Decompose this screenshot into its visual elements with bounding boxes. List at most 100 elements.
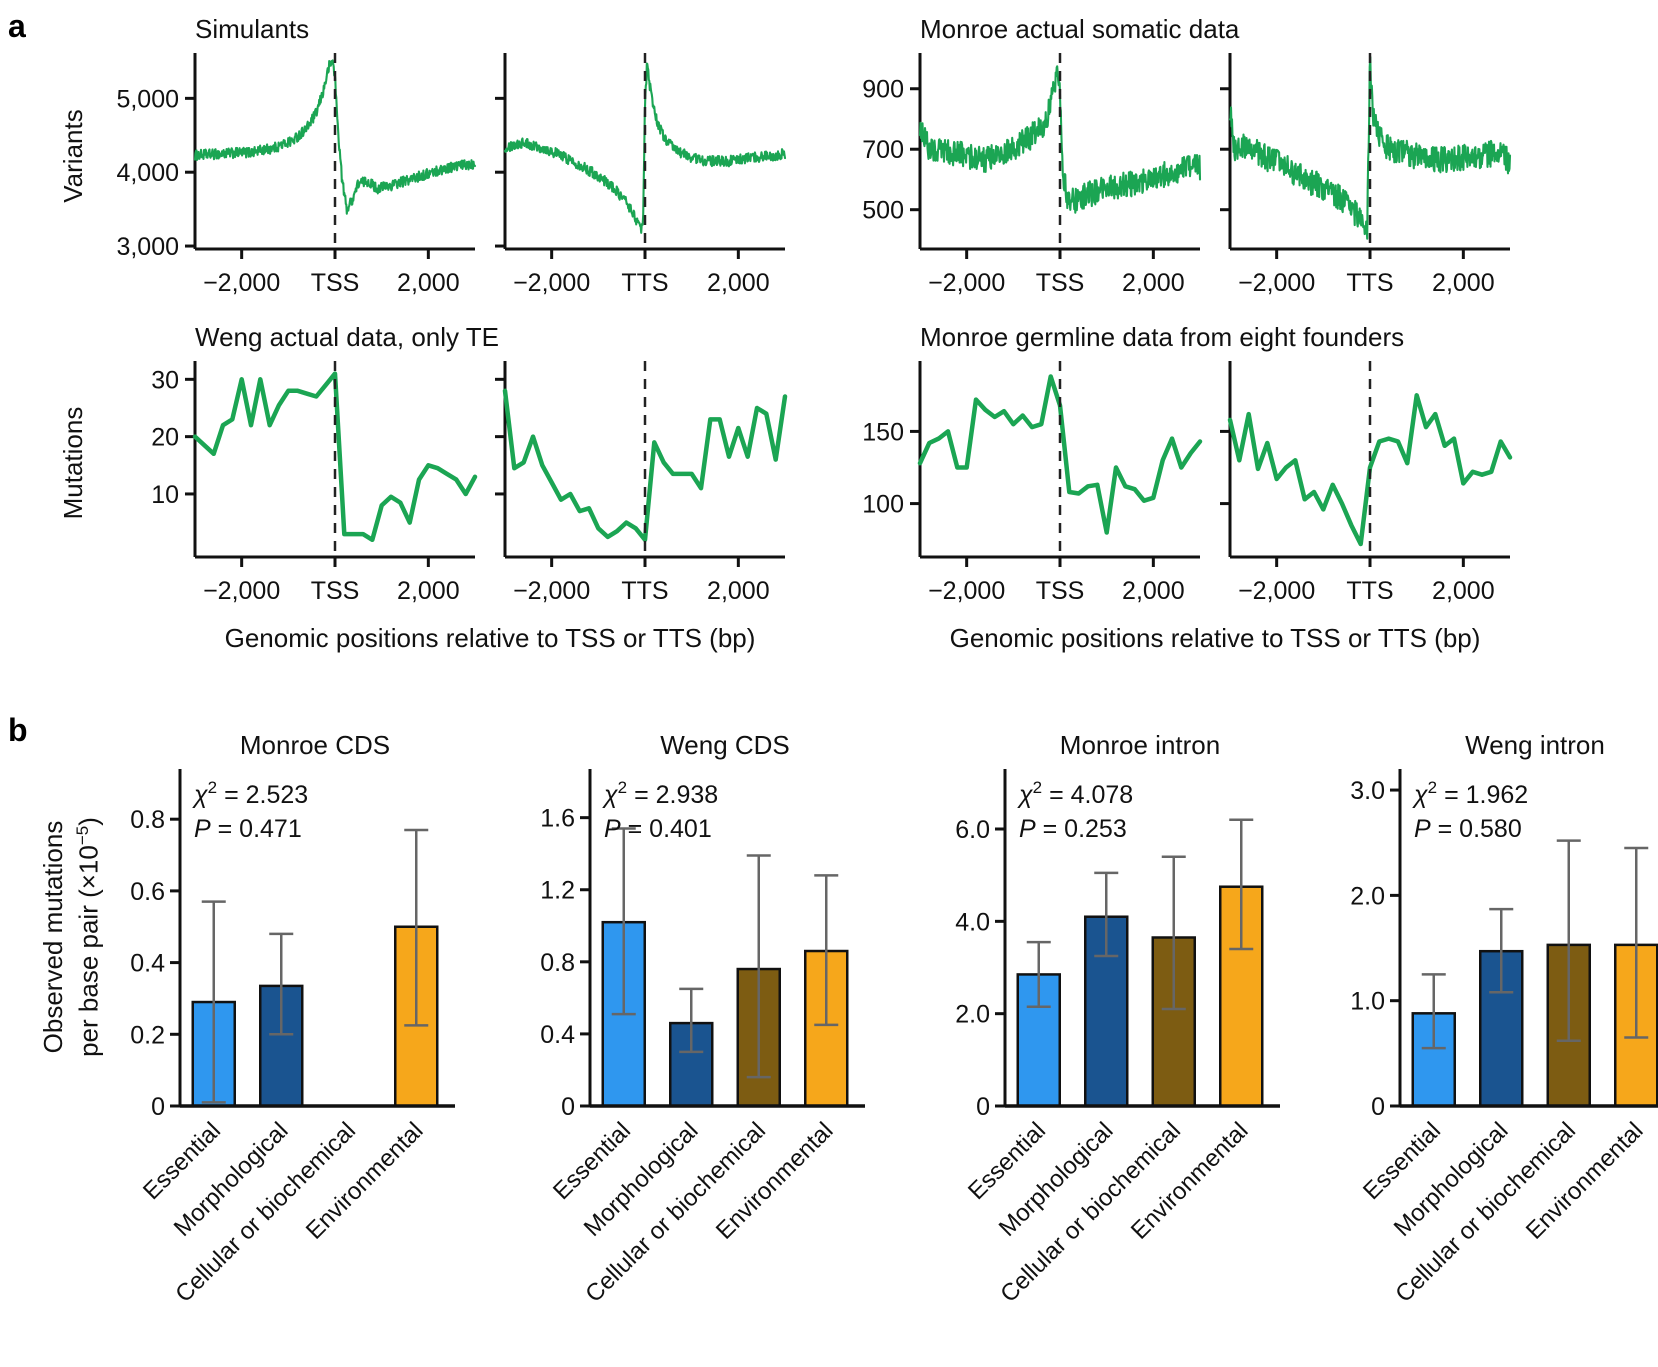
y-tick-label: 0 — [1371, 1093, 1385, 1121]
x-axis-caption-left: Genomic positions relative to TSS or TTS… — [224, 623, 756, 653]
y-tick-label: 3,000 — [116, 233, 179, 261]
y-tick-label: 6.0 — [955, 816, 990, 844]
bar-chart-weng-intron-title: Weng intron — [1465, 730, 1605, 760]
p-value-stat: P = 0.253 — [1019, 815, 1127, 843]
bar-chart-monroe-intron-svg: 02.04.06.0EssentialMorphologicalCellular… — [955, 769, 1280, 1308]
p-value-stat: P = 0.471 — [194, 815, 302, 843]
x-axis-caption-right: Genomic positions relative to TSS or TTS… — [949, 623, 1481, 653]
x-tick-label: −2,000 — [928, 269, 1005, 297]
x-tick-label: −2,000 — [203, 577, 280, 605]
x-tick-label: −2,000 — [928, 577, 1005, 605]
y-tick-label: 700 — [862, 136, 904, 164]
observed-mutations-ylabel: Observed mutations per base pair (×10−5) — [38, 817, 104, 1057]
data-line — [918, 65, 1202, 214]
category-label: Environmental — [1126, 1117, 1254, 1245]
y-tick-label: 500 — [862, 197, 904, 225]
bar-chart-monroe-intron: Monroe intron 0 2.0 4.0 6.0 Essential Morphol… — [940, 730, 1290, 1351]
x-tick-label: TTS — [621, 269, 668, 297]
chi-square-stat: χ2 = 2.523 — [192, 778, 308, 809]
x-tick-label: 2,000 — [397, 269, 460, 297]
x-tick-label: −2,000 — [513, 577, 590, 605]
y-tick-label: 0.8 — [540, 949, 575, 977]
p-value-stat: P = 0.580 — [1414, 815, 1522, 843]
line-chart-weng-te: 10 20 30 −2,000 TSS 2,000 −2,000 TTS 2,000 — [151, 361, 788, 605]
y-tick-label: 4,000 — [116, 159, 179, 187]
line-chart-simulants: 3,000 4,000 5,000 −2,000 TSS 2,000 −2,000 TTS 2,… — [116, 53, 787, 297]
mutations-ylabel: Mutations — [58, 406, 88, 520]
category-label: Environmental — [1521, 1117, 1649, 1245]
line-chart-monroe-germline: 100 150 −2,000 TSS 2,000 −2,000 TTS 2,000 — [862, 361, 1513, 605]
y-tick-label: 3.0 — [1350, 777, 1385, 805]
line-group-monroe-somatic: Monroe actual somatic data 500 700 900 −2,0… — [825, 14, 1515, 309]
y-tick-label: 2.0 — [1350, 882, 1385, 910]
y-tick-label: 4.0 — [955, 908, 990, 936]
chi-square-stat: χ2 = 2.938 — [602, 778, 718, 809]
line-group-simulants-title: Simulants — [195, 14, 310, 44]
y-tick-label: 0 — [976, 1093, 990, 1121]
bar-chart-monroe-intron-title: Monroe intron — [1059, 730, 1221, 760]
y-tick-label: 0.4 — [130, 950, 165, 978]
y-tick-label: 0.4 — [540, 1021, 575, 1049]
x-tick-label: TTS — [1346, 577, 1393, 605]
data-line — [1227, 393, 1513, 547]
line-group-weng-te-title: Weng actual data, only TE — [195, 322, 500, 352]
x-tick-label: 2,000 — [1432, 577, 1495, 605]
bar-chart-weng-cds: Weng CDS 0 0.4 0.8 1.2 1.6 Essential Morpholog… — [525, 730, 875, 1351]
x-tick-label: TSS — [311, 577, 360, 605]
bar-chart-weng-cds-title: Weng CDS — [660, 730, 790, 760]
line-group-simulants: Simulants 3,000 4,000 5,000 −2,000 TSS 2,000 −… — [100, 14, 790, 309]
p-value-stat: P = 0.401 — [604, 815, 712, 843]
y-tick-label: 10 — [151, 481, 179, 509]
data-line — [502, 388, 788, 543]
y-tick-label: 0 — [151, 1093, 165, 1121]
line-chart-monroe-somatic: 500 700 900 −2,000 TSS 2,000 −2,000 TTS 2,000 — [862, 53, 1512, 297]
bar-chart-weng-intron: Weng intron 0 1.0 2.0 3.0 Essential Morpholog… — [1335, 730, 1658, 1351]
bar-chart-weng-cds-svg: 00.40.81.21.6EssentialMorphologicalCellu… — [540, 769, 865, 1308]
x-tick-label: 2,000 — [1122, 269, 1185, 297]
bar-chart-monroe-cds-title: Monroe CDS — [239, 730, 391, 760]
data-line — [192, 371, 478, 543]
x-tick-label: TSS — [1036, 577, 1085, 605]
y-tick-label: 1.2 — [540, 877, 575, 905]
y-tick-label: 900 — [862, 76, 904, 104]
x-tick-label: 2,000 — [397, 577, 460, 605]
x-tick-label: TSS — [1036, 269, 1085, 297]
x-tick-label: TSS — [311, 269, 360, 297]
x-tick-label: TTS — [1346, 269, 1393, 297]
x-tick-label: −2,000 — [1238, 269, 1315, 297]
y-tick-label: 30 — [151, 366, 179, 394]
bar-chart-monroe-cds: Monroe CDS 0 0.2 0.4 0.6 0.8 Essential Morphol… — [115, 730, 465, 1351]
y-tick-label: 0.8 — [130, 806, 165, 834]
y-tick-label: 0 — [561, 1093, 575, 1121]
variants-ylabel: Variants — [58, 109, 88, 203]
data-line — [193, 59, 477, 215]
bar-chart-monroe-cds-svg: 00.20.40.60.8EssentialMorphologicalCellu… — [130, 769, 455, 1308]
y-tick-label: 20 — [151, 424, 179, 452]
chi-square-stat: χ2 = 1.962 — [1412, 778, 1528, 809]
x-tick-label: 2,000 — [1432, 269, 1495, 297]
y-tick-label: 1.6 — [540, 805, 575, 833]
y-tick-label: 2.0 — [955, 1001, 990, 1029]
panel-b-label: b — [8, 712, 28, 748]
line-group-monroe-germline: Monroe germline data from eight founders… — [825, 322, 1515, 654]
x-tick-label: 2,000 — [707, 269, 770, 297]
y-tick-label: 5,000 — [116, 85, 179, 113]
y-tick-label: 0.2 — [130, 1021, 165, 1049]
line-group-monroe-somatic-title: Monroe actual somatic data — [920, 14, 1240, 44]
x-tick-label: −2,000 — [513, 269, 590, 297]
x-tick-label: 2,000 — [1122, 577, 1185, 605]
y-tick-label: 100 — [862, 491, 904, 519]
chi-square-stat: χ2 = 4.078 — [1017, 778, 1133, 809]
line-group-weng-te: Weng actual data, only TE 10 20 30 −2,000 TS… — [100, 322, 790, 654]
y-tick-label: 0.6 — [130, 878, 165, 906]
category-label: Environmental — [711, 1117, 839, 1245]
panel-a-label: a — [8, 8, 26, 44]
y-tick-label: 1.0 — [1350, 988, 1385, 1016]
x-tick-label: −2,000 — [1238, 577, 1315, 605]
category-label: Environmental — [301, 1117, 429, 1245]
x-tick-label: −2,000 — [203, 269, 280, 297]
line-group-monroe-germline-title: Monroe germline data from eight founders — [920, 322, 1405, 352]
bar-chart-weng-intron-svg: 01.02.03.0EssentialMorphologicalCellular… — [1350, 769, 1658, 1308]
x-tick-label: TTS — [621, 577, 668, 605]
